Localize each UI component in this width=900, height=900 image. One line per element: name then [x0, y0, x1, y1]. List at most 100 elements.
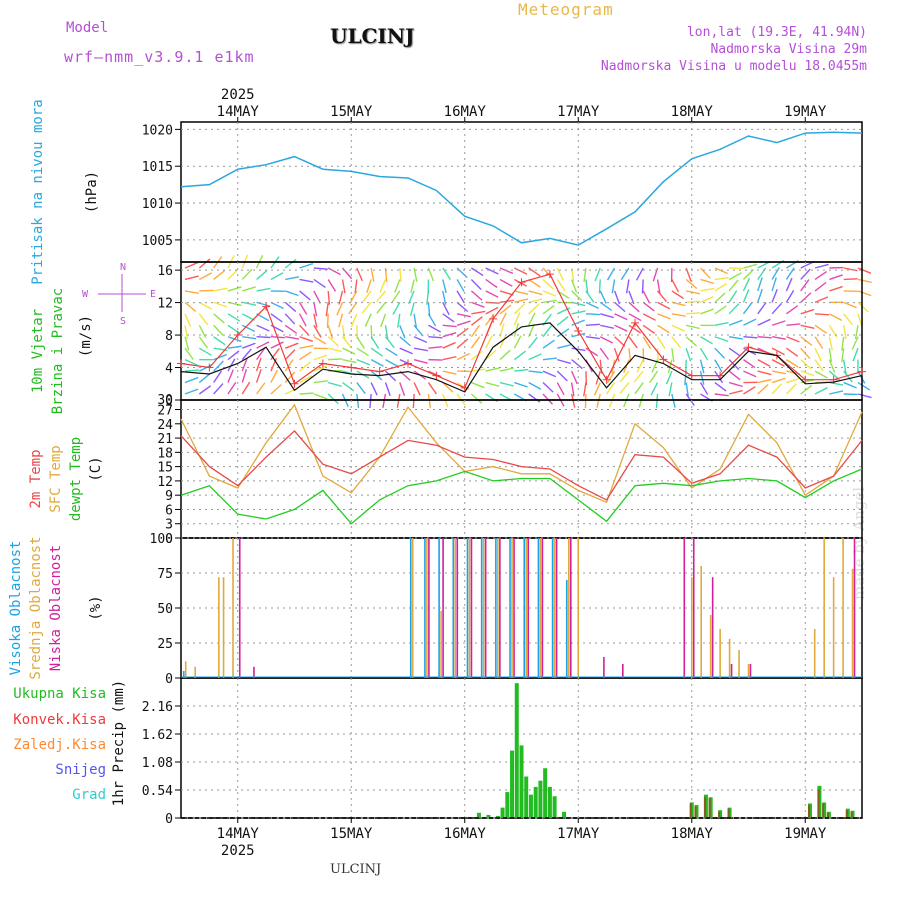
wind-barb: [227, 345, 242, 349]
clouds-ytick-label: 100: [150, 532, 173, 547]
wind-barb: [594, 267, 601, 282]
wind-barb: [284, 313, 296, 325]
precip-legend-label: Snijeg: [55, 762, 106, 778]
wind-barb: [184, 325, 189, 340]
dewpt-temp-series-line: [180, 468, 863, 525]
wind-barb: [599, 347, 610, 360]
wind-barb: [342, 347, 356, 355]
top-day-label: 16MAY: [444, 104, 487, 120]
wind-barb: [814, 281, 827, 292]
wind-barb: [828, 348, 833, 363]
dewpt-temp-label: dewpt Temp: [68, 437, 84, 521]
wind-barb: [356, 358, 371, 366]
wind-barb: [714, 370, 724, 384]
wind-gust-point: [517, 278, 526, 287]
wind-gust-point: [404, 359, 412, 368]
wind-barb: [184, 313, 192, 327]
wind-barb: [757, 383, 769, 395]
precip-unit-label: 1hr Precip (mm): [111, 680, 127, 806]
precip-conv-bar: [822, 803, 825, 818]
precip-ytick-label: 1.08: [142, 756, 173, 771]
wind-barb: [369, 393, 372, 409]
wind-barb: [571, 290, 583, 302]
bottom-day-label: 18MAY: [671, 826, 714, 842]
wind-barb: [742, 277, 751, 292]
elevation-label: Nadmorska Visina 29m: [710, 42, 867, 57]
wind-barb: [241, 324, 256, 333]
wind-barb: [685, 382, 689, 397]
wind-barb: [743, 359, 756, 369]
wind-gust-point: [602, 375, 611, 384]
wind-gust-point: [545, 270, 554, 279]
wind-barb: [338, 290, 344, 305]
wind-barb: [270, 369, 278, 383]
wind-barb: [628, 301, 640, 313]
sfc-temp-label: SFC Temp: [48, 445, 64, 512]
precip-conv-bar: [703, 797, 706, 818]
wind-barb: [570, 382, 575, 397]
wind-barb: [828, 359, 836, 373]
top-year-label: 2025: [221, 87, 255, 103]
precip-total-bar: [500, 807, 505, 818]
wind-barb: [728, 319, 743, 326]
wind-barb: [583, 267, 587, 282]
wind-barb: [198, 301, 212, 310]
wind-barb: [814, 387, 828, 395]
wind-barb: [714, 321, 729, 326]
wind-barb: [829, 313, 843, 322]
wind-barb: [256, 301, 271, 307]
wind-barb: [614, 336, 626, 347]
wind-barb: [499, 267, 514, 275]
wind-barb: [198, 258, 211, 269]
wind-barb: [341, 267, 353, 280]
precip-total-bar: [495, 815, 500, 818]
wind-barb: [356, 267, 363, 282]
wind-barb: [242, 342, 256, 349]
wind-barb: [427, 267, 435, 282]
wind-barb: [686, 312, 701, 315]
wind-barb: [198, 313, 209, 326]
wind-barb: [600, 313, 614, 319]
wind-barb: [370, 382, 378, 396]
wind-barb: [857, 393, 872, 399]
wind-barb: [327, 279, 337, 292]
wind-barb: [785, 277, 793, 292]
wind-barb: [485, 306, 499, 315]
wind-barb: [370, 336, 380, 349]
precip-ytick-label: 0.54: [142, 784, 173, 799]
wind-barb: [828, 336, 834, 351]
wind-barb: [499, 323, 505, 337]
precip-total-bar: [524, 776, 529, 818]
wind-barb: [785, 383, 797, 395]
wind-barb: [485, 278, 498, 289]
wind-barb: [771, 377, 786, 384]
wind-barb: [298, 302, 308, 315]
sfc-temp-series-line: [180, 403, 863, 504]
wind-barb: [599, 301, 613, 311]
wind-barb: [542, 382, 554, 393]
wind-barb: [499, 290, 514, 296]
wind-gust-point: [858, 367, 866, 376]
wind-barb: [814, 270, 827, 281]
wind-gust-point: [177, 359, 185, 368]
wind-barb: [255, 357, 262, 372]
wind-barb: [800, 308, 815, 315]
wind-barb: [599, 290, 607, 304]
wind-barb: [728, 290, 738, 303]
precip-conv-bar: [807, 805, 810, 818]
wind-barb: [213, 353, 227, 361]
wind-barb: [542, 299, 557, 304]
wind-barb: [499, 335, 507, 349]
wind-barb: [284, 342, 299, 349]
wind-barb: [456, 338, 469, 349]
wind-ytick-label: 16: [157, 264, 173, 279]
temperature-ytick-label: 3: [165, 518, 173, 533]
temperature-ytick-label: 24: [157, 418, 173, 433]
wind-barb: [800, 359, 812, 370]
top-day-label: 14MAY: [217, 104, 260, 120]
precip-total-bar: [528, 794, 533, 818]
wind-gust-point: [432, 371, 441, 380]
wind-barb: [714, 393, 729, 397]
wind-barb: [413, 358, 428, 364]
wind-barb: [842, 325, 847, 340]
